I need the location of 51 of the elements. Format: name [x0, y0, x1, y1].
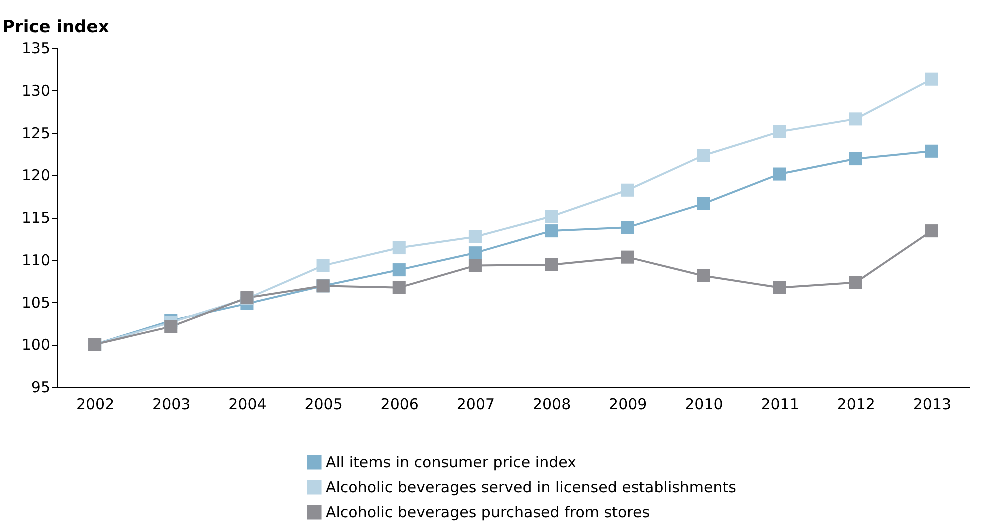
legend-label: All items in consumer price index — [326, 454, 577, 472]
y-tick-label: 100 — [22, 336, 50, 354]
y-tick-label: 135 — [22, 40, 50, 58]
legend-label: Alcoholic beverages purchased from stores — [326, 504, 650, 522]
point — [925, 224, 938, 238]
point — [392, 281, 406, 294]
x-tick-label: 2010 — [685, 396, 724, 414]
point — [621, 221, 634, 234]
y-tick-label: 130 — [22, 82, 50, 100]
x-tick-label: 2002 — [76, 396, 115, 414]
point — [697, 269, 710, 282]
point — [697, 197, 710, 210]
point — [925, 144, 938, 158]
point — [849, 276, 862, 290]
y-axis-title: Price index — [2, 18, 110, 38]
x-tick-label: 2006 — [380, 396, 419, 414]
x-tick-label: 2005 — [304, 396, 343, 414]
x-tick-label: 2007 — [456, 396, 496, 414]
point — [164, 320, 178, 334]
point — [925, 72, 938, 86]
point — [468, 246, 482, 260]
y-tick-label: 125 — [22, 124, 50, 142]
y-tick-label: 105 — [22, 294, 50, 312]
y-tick-label: 115 — [22, 209, 50, 227]
point — [545, 210, 558, 224]
point — [392, 264, 406, 277]
point — [545, 258, 558, 272]
y-tick-label: 95 — [31, 378, 50, 396]
x-tick-label: 2013 — [913, 396, 952, 414]
point — [773, 281, 786, 294]
point — [849, 112, 862, 126]
point — [773, 168, 786, 181]
point — [849, 152, 862, 166]
x-tick-label: 2009 — [609, 396, 648, 414]
point — [773, 125, 786, 138]
point — [621, 184, 634, 197]
point — [316, 259, 330, 272]
point — [468, 230, 482, 244]
point — [392, 241, 406, 255]
point — [621, 250, 634, 264]
x-tick-label: 2011 — [761, 396, 800, 414]
x-tick-label: 2004 — [228, 396, 267, 414]
x-tick-label: 2008 — [532, 396, 572, 414]
x-tick-label: 2003 — [152, 396, 191, 414]
x-tick-label: 2012 — [837, 396, 876, 414]
point — [697, 149, 710, 162]
point — [468, 259, 482, 272]
point — [545, 224, 558, 238]
y-tick-label: 120 — [22, 166, 50, 185]
legend-label: Alcoholic beverages served in licensed establishments — [326, 478, 737, 496]
y-tick-label: 110 — [22, 251, 50, 270]
